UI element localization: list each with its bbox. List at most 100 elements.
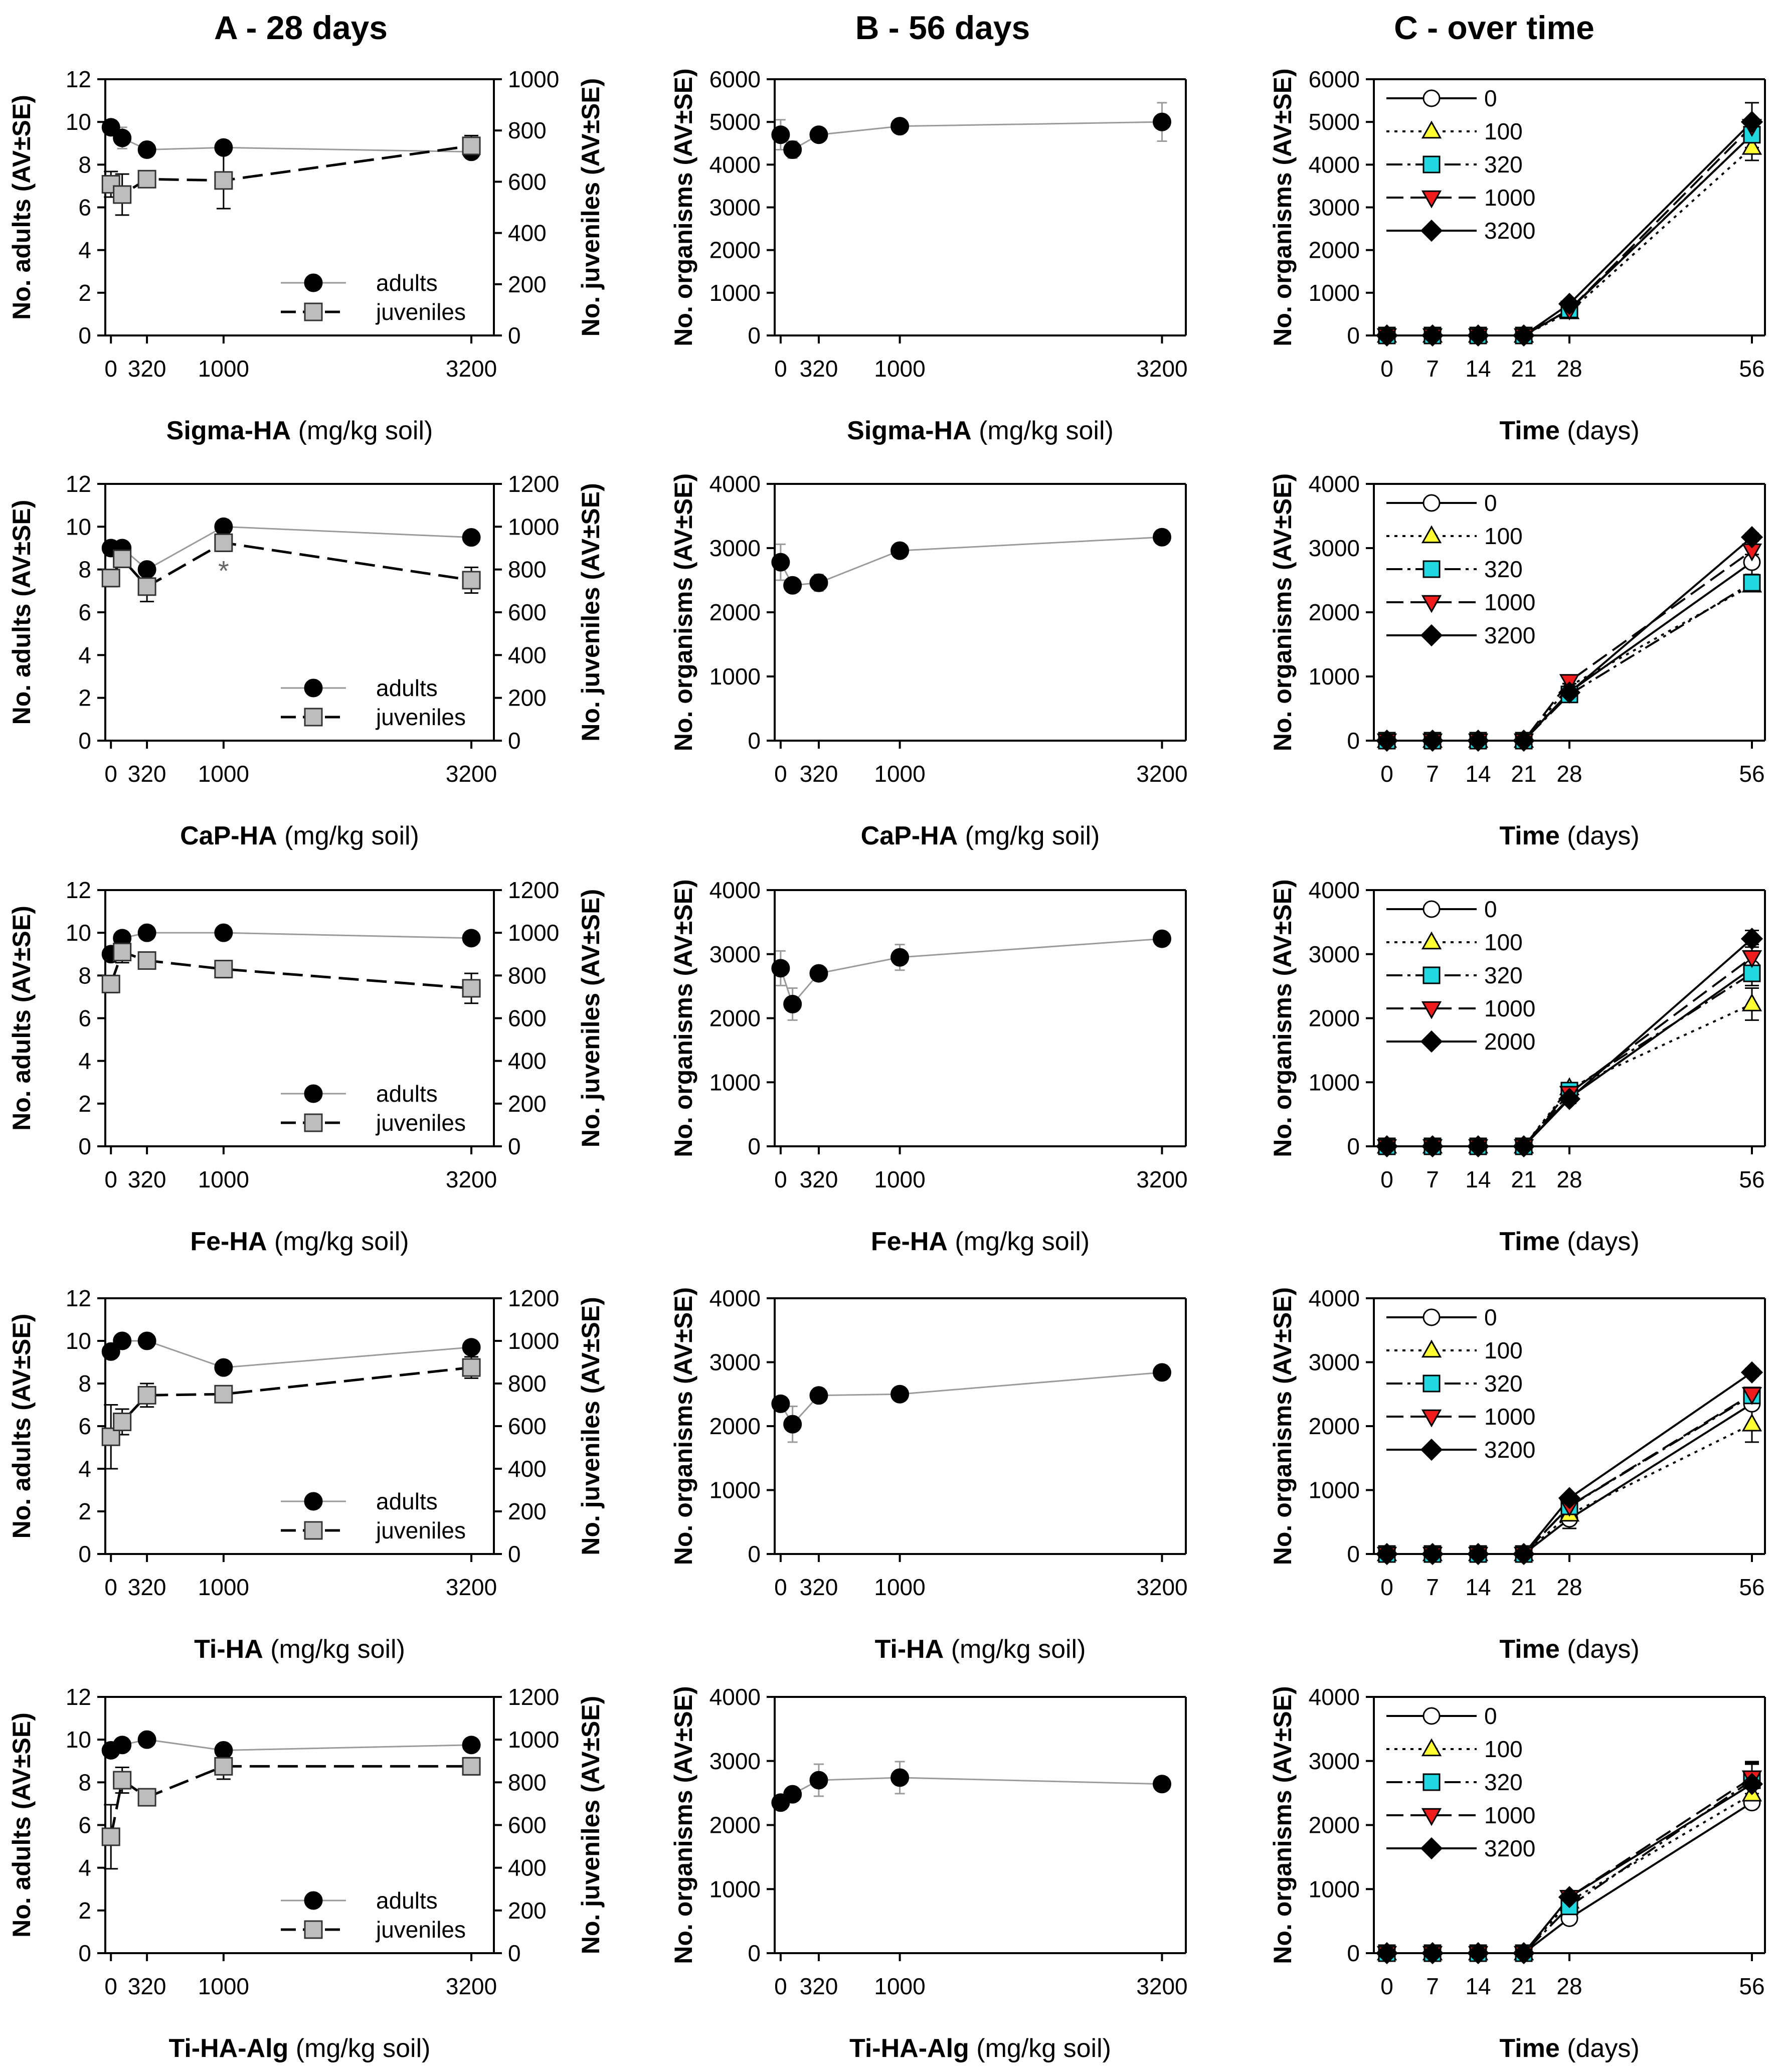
- point-adults: [462, 1338, 481, 1357]
- legend-label-conc: 100: [1484, 1337, 1523, 1363]
- legend-label-conc: 320: [1484, 1370, 1523, 1397]
- point-adults: [214, 1358, 233, 1377]
- y-axis-label: No. adults (AV±SE): [8, 95, 36, 320]
- y-tick-label: 0: [748, 1541, 761, 1567]
- point-adults: [113, 128, 132, 147]
- series-line-conc-320: [1387, 1395, 1753, 1555]
- y-tick-label: 2000: [709, 237, 761, 263]
- legend-label-adults: adults: [376, 1887, 438, 1914]
- x-tick-label: 0: [1380, 1973, 1393, 1999]
- series-line-organisms: [780, 938, 1162, 1006]
- y-tick-label: 0: [78, 1940, 91, 1966]
- y-tick-label: 6000: [1309, 66, 1360, 92]
- y-tick-label: 12: [66, 66, 91, 92]
- y-tick-label: 4000: [1309, 877, 1360, 903]
- y2-tick-label: 400: [508, 1048, 547, 1074]
- x-axis-label: Ti-HA-Alg (mg/kg soil): [849, 2034, 1111, 2063]
- x-tick-label: 1000: [198, 761, 249, 787]
- point-organisms: [783, 1415, 802, 1434]
- y2-tick-label: 0: [508, 1541, 521, 1567]
- legend-marker-conc: [1422, 494, 1441, 512]
- x-tick-label: 0: [104, 761, 117, 787]
- x-axis-label: Time (days): [1499, 1635, 1639, 1664]
- x-tick-label: 56: [1739, 1574, 1764, 1600]
- y-tick-label: 3000: [709, 941, 761, 967]
- y-tick-label: 3000: [1309, 535, 1360, 561]
- x-axis-label-bold: Ti-HA: [875, 1635, 944, 1664]
- point-conc-2000: [1558, 1088, 1581, 1110]
- legend-marker-adults: [304, 678, 323, 698]
- x-axis-label-bold: Sigma-HA: [166, 416, 291, 445]
- series-line-adults: [110, 932, 472, 955]
- legend-marker-conc: [1421, 595, 1442, 613]
- y-tick-label: 2000: [1309, 1005, 1360, 1031]
- point-conc-3200: [1558, 1487, 1581, 1509]
- point-organisms: [809, 964, 828, 983]
- point-juveniles: [462, 1358, 481, 1377]
- series-line-juveniles: [109, 950, 472, 990]
- y2-tick-label: 400: [508, 1855, 547, 1881]
- y-tick-label: 8: [78, 962, 91, 988]
- y-axis-label: No. adults (AV±SE): [8, 1314, 36, 1539]
- point-conc-320: [1743, 574, 1761, 592]
- point-juveniles: [113, 942, 132, 961]
- point-conc-3200: [1740, 1361, 1763, 1384]
- point-conc-3200: [1512, 729, 1535, 752]
- point-conc-3200: [1467, 1542, 1490, 1566]
- point-organisms: [809, 125, 828, 144]
- x-tick-label: 0: [1380, 1166, 1393, 1192]
- legend-label-juveniles: juveniles: [375, 1110, 466, 1136]
- x-tick-label: 14: [1465, 356, 1491, 382]
- x-axis-label-bold: Fe-HA: [190, 1227, 267, 1256]
- y-tick-label: 0: [1347, 728, 1360, 754]
- point-juveniles: [214, 960, 233, 979]
- point-adults: [214, 138, 233, 157]
- legend-label-conc: 100: [1484, 929, 1523, 955]
- series-line-organisms: [780, 1371, 1162, 1426]
- y-axis-label: No. organisms (AV±SE): [669, 1686, 697, 1964]
- x-tick-label: 56: [1739, 761, 1764, 787]
- point-organisms: [891, 948, 910, 967]
- y-tick-label: 0: [78, 1541, 91, 1567]
- point-organisms: [809, 573, 828, 592]
- y-tick-label: 4: [78, 1456, 91, 1482]
- x-tick-label: 320: [800, 1166, 838, 1192]
- y2-tick-label: 1000: [508, 1726, 559, 1753]
- y-tick-label: 2: [78, 1498, 91, 1524]
- panel-b3: 0 1000 2000 3000 4000 0 320 1000 3200 No. organis…: [669, 877, 1188, 1256]
- legend-label-juveniles: juveniles: [375, 704, 466, 730]
- point-organisms: [809, 1771, 828, 1790]
- y-tick-label: 4: [78, 237, 91, 263]
- series-line-conc-0: [1387, 1403, 1753, 1555]
- panel-a1: 0 2 4 6 8 10 12 0 200 400 600 800 1000 0 320 1000 3200 No…: [8, 66, 605, 445]
- point-juveniles: [101, 1827, 120, 1846]
- legend-label-conc: 100: [1484, 118, 1523, 144]
- y-tick-label: 2000: [709, 1413, 761, 1439]
- series-line-adults: [111, 526, 472, 571]
- x-axis-label-unit: (mg/kg soil): [948, 1227, 1090, 1256]
- legend-marker-conc: [1422, 155, 1441, 174]
- y2-tick-label: 600: [508, 1005, 547, 1031]
- legend-label-conc: 0: [1484, 1304, 1497, 1330]
- legend-label-adults: adults: [376, 1081, 438, 1107]
- point-juveniles: [101, 569, 120, 588]
- y-tick-label: 2000: [1309, 599, 1360, 625]
- y-tick-label: 0: [1347, 1541, 1360, 1567]
- point-adults: [462, 1736, 481, 1755]
- y2-tick-label: 1200: [508, 471, 559, 497]
- series-line-juveniles: [110, 144, 472, 197]
- y-tick-label: 4000: [1309, 1285, 1360, 1311]
- y-tick-label: 0: [1347, 322, 1360, 349]
- legend-label-conc: 320: [1484, 556, 1523, 582]
- y2-tick-label: 0: [508, 322, 521, 349]
- point-organisms: [783, 576, 802, 595]
- point-conc-3200: [1375, 729, 1398, 752]
- y-axis-label: No. organisms (AV±SE): [669, 1287, 697, 1565]
- y-tick-label: 2000: [709, 1005, 761, 1031]
- x-axis-label-bold: CaP-HA: [180, 821, 277, 850]
- legend-marker-conc: [1420, 624, 1443, 647]
- series-line-juveniles: [110, 541, 472, 588]
- x-tick-label: 56: [1739, 1973, 1764, 1999]
- y-tick-label: 8: [78, 1370, 91, 1397]
